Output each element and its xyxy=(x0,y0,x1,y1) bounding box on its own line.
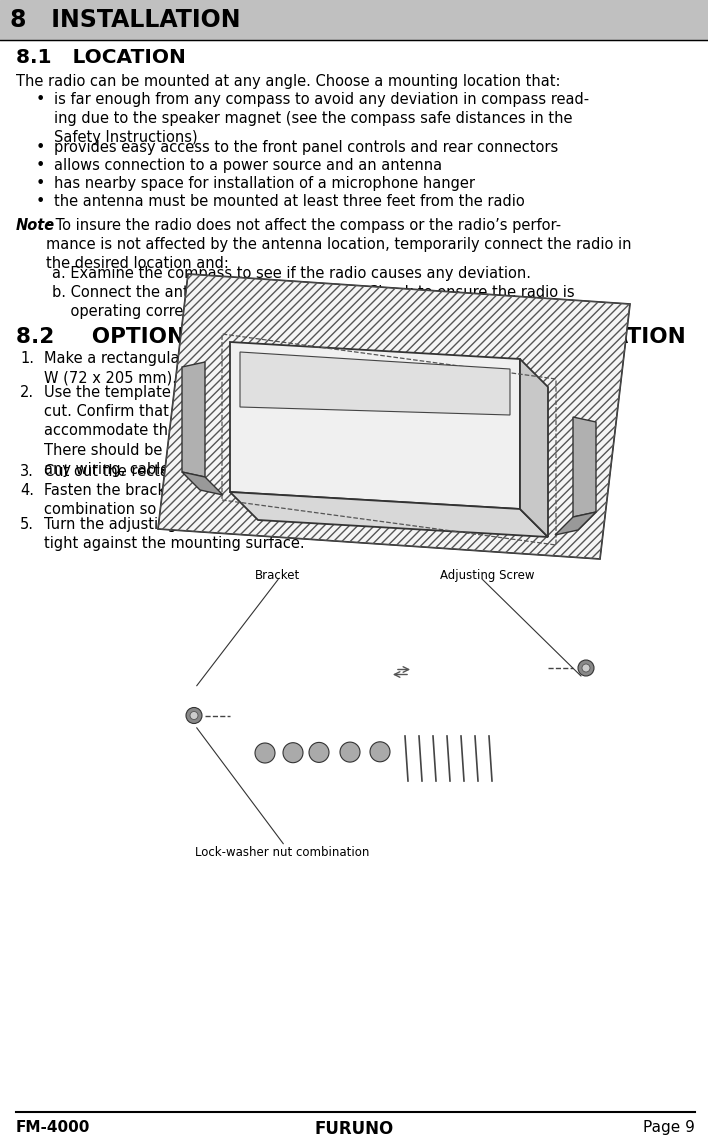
Polygon shape xyxy=(555,512,596,535)
Polygon shape xyxy=(230,491,548,537)
Circle shape xyxy=(370,742,390,762)
Text: 5.: 5. xyxy=(20,518,34,532)
Text: Lock-washer nut combination: Lock-washer nut combination xyxy=(195,846,370,859)
Text: allows connection to a power source and an antenna: allows connection to a power source and … xyxy=(54,158,442,173)
Text: FM-4000: FM-4000 xyxy=(16,1120,91,1135)
Text: •: • xyxy=(36,92,45,107)
Text: •: • xyxy=(36,176,45,191)
Text: Note: Note xyxy=(16,218,55,233)
Circle shape xyxy=(582,664,590,672)
Bar xyxy=(108,575,630,846)
Text: b. Connect the antenna and key the radio. Check to ensure the radio is
    opera: b. Connect the antenna and key the radio… xyxy=(52,285,575,319)
Circle shape xyxy=(255,743,275,763)
Polygon shape xyxy=(158,274,630,560)
Text: Adjusting Screw: Adjusting Screw xyxy=(440,569,535,582)
Text: Bracket: Bracket xyxy=(255,569,300,582)
Text: 3.: 3. xyxy=(20,464,34,479)
Text: •: • xyxy=(36,140,45,155)
Text: Make a rectangular template for the flush mount measuring 2.9” H x 8.1”
W (72 x : Make a rectangular template for the flus… xyxy=(44,351,586,385)
Circle shape xyxy=(283,742,303,763)
Text: Turn the adjusting screw to adjust the tension so that the transceiver is
tight : Turn the adjusting screw to adjust the t… xyxy=(44,518,569,552)
Circle shape xyxy=(186,707,202,723)
Text: Use the template to mark the location where the rectangular hole is to be
cut. C: Use the template to mark the location wh… xyxy=(44,385,587,477)
Text: the antenna must be mounted at least three feet from the radio: the antenna must be mounted at least thr… xyxy=(54,194,525,209)
Bar xyxy=(0,0,708,40)
Polygon shape xyxy=(573,417,596,518)
Text: 2.: 2. xyxy=(20,385,34,400)
Text: 8   INSTALLATION: 8 INSTALLATION xyxy=(10,8,241,32)
Text: 1.: 1. xyxy=(20,351,34,365)
Text: provides easy access to the front panel controls and rear connectors: provides easy access to the front panel … xyxy=(54,140,558,155)
Circle shape xyxy=(340,742,360,762)
Circle shape xyxy=(309,742,329,763)
Text: 4.: 4. xyxy=(20,484,34,498)
Polygon shape xyxy=(182,472,223,495)
Text: FURUNO: FURUNO xyxy=(314,1120,394,1135)
Polygon shape xyxy=(230,342,520,508)
Text: : To insure the radio does not affect the compass or the radio’s perfor-
mance i: : To insure the radio does not affect th… xyxy=(46,218,632,271)
Text: is far enough from any compass to avoid any deviation in compass read-
ing due t: is far enough from any compass to avoid … xyxy=(54,92,589,145)
Circle shape xyxy=(578,659,594,676)
Text: Cut out the rectangular hole and insert the transceiver.: Cut out the rectangular hole and insert … xyxy=(44,464,451,479)
Polygon shape xyxy=(182,362,205,477)
Circle shape xyxy=(190,712,198,720)
Text: 8.1   LOCATION: 8.1 LOCATION xyxy=(16,48,186,67)
Text: a. Examine the compass to see if the radio causes any deviation.: a. Examine the compass to see if the rad… xyxy=(52,266,531,281)
Text: •: • xyxy=(36,194,45,209)
Text: has nearby space for installation of a microphone hanger: has nearby space for installation of a m… xyxy=(54,176,475,191)
Text: 8.2     OPTIONAL MMB-84 FLUSH MOUNT INSTALLATION: 8.2 OPTIONAL MMB-84 FLUSH MOUNT INSTALLA… xyxy=(16,327,686,347)
Text: •: • xyxy=(36,158,45,173)
Text: Fasten the brackets to the sides of the transceiver with the lock washer nut
com: Fasten the brackets to the sides of the … xyxy=(44,484,600,518)
Text: The radio can be mounted at any angle. Choose a mounting location that:: The radio can be mounted at any angle. C… xyxy=(16,74,561,89)
Text: Page 9: Page 9 xyxy=(643,1120,695,1135)
Polygon shape xyxy=(520,359,548,537)
Polygon shape xyxy=(240,352,510,415)
